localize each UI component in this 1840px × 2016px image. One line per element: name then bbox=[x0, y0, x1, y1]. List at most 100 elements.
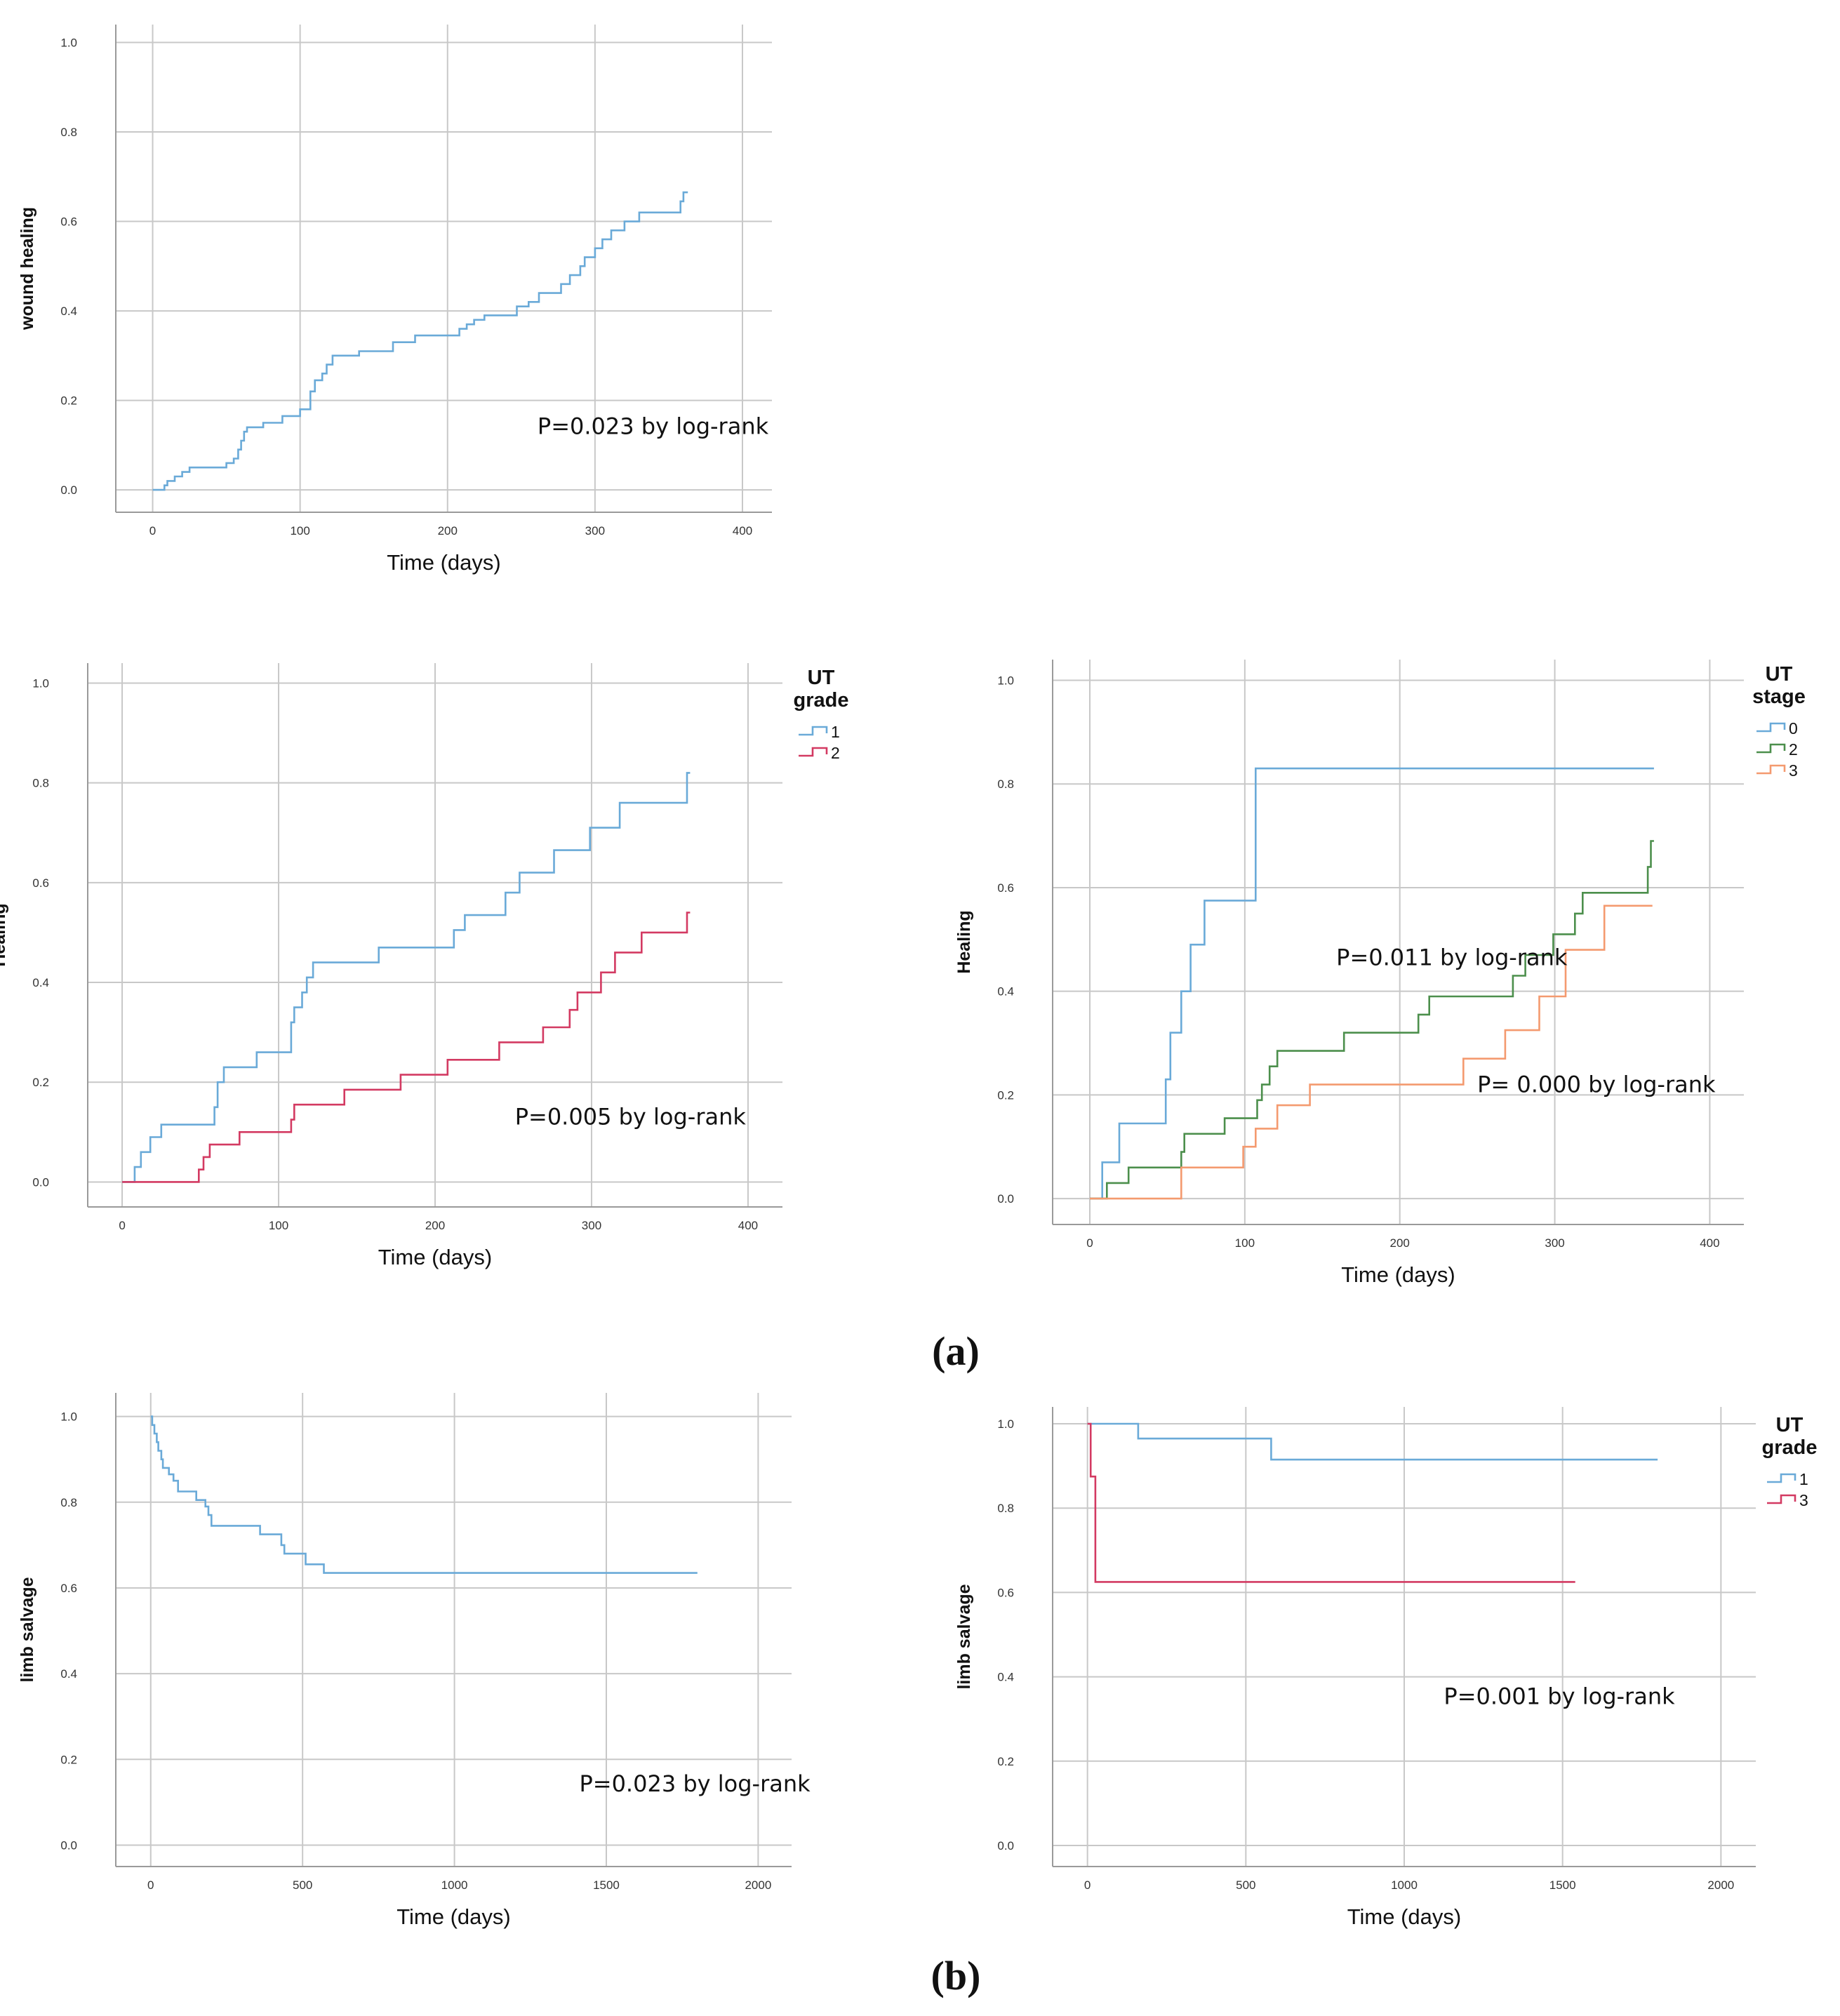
y-axis-title: Healing bbox=[954, 910, 974, 973]
x-tick-label-3: 1500 bbox=[1549, 1878, 1576, 1892]
legend-swatch-3 bbox=[1767, 1494, 1796, 1504]
x-axis-title: Time (days) bbox=[1347, 1904, 1461, 1929]
x-tick-label-4: 2000 bbox=[745, 1878, 771, 1892]
x-tick-label-0: 0 bbox=[1086, 1236, 1093, 1250]
x-tick-label-0: 0 bbox=[149, 524, 156, 538]
series-line-all bbox=[152, 191, 688, 491]
y-tick-label-5: 1.0 bbox=[60, 36, 77, 50]
legend-title-line-1: stage bbox=[1752, 686, 1806, 708]
y-tick-label-4: 0.8 bbox=[997, 1502, 1014, 1515]
x-tick-label-0: 0 bbox=[119, 1219, 125, 1232]
y-tick-label-2: 0.4 bbox=[60, 1667, 77, 1681]
y-tick-label-4: 0.8 bbox=[60, 126, 77, 139]
y-tick-label-0: 0.0 bbox=[997, 1839, 1014, 1853]
legend-title-line-0: UT bbox=[1766, 663, 1793, 686]
x-tick-label-3: 300 bbox=[585, 524, 605, 538]
legend-swatch-2 bbox=[799, 747, 828, 757]
y-tick-label-2: 0.4 bbox=[60, 305, 77, 318]
y-tick-label-1: 0.2 bbox=[997, 1088, 1014, 1102]
legend-title-line-0: UT bbox=[808, 667, 835, 689]
chart-limb-salvage-by-ut-grade: 0 500 1000 1500 2000 0.0 0.2 0.4 0.6 0.8 1.0 Time (… bbox=[954, 1407, 1817, 1929]
y-tick-label-0: 0.0 bbox=[997, 1192, 1014, 1206]
legend-title-line-0: UT bbox=[1776, 1414, 1804, 1436]
legend-swatch-1 bbox=[1767, 1473, 1796, 1483]
series-line-all bbox=[150, 1415, 698, 1574]
series-line-3 bbox=[1090, 904, 1653, 1200]
legend-swatch-2 bbox=[1756, 743, 1786, 754]
series-line-3 bbox=[1087, 1422, 1575, 1583]
y-tick-label-5: 1.0 bbox=[997, 1417, 1014, 1431]
x-tick-label-2: 200 bbox=[1390, 1236, 1410, 1250]
legend-label-1: 1 bbox=[1799, 1470, 1808, 1488]
x-tick-label-3: 1500 bbox=[593, 1878, 620, 1892]
x-tick-label-1: 100 bbox=[1235, 1236, 1255, 1250]
annotation-text-0: P=0.011 by log-rank bbox=[1336, 944, 1568, 971]
x-tick-label-1: 500 bbox=[293, 1878, 312, 1892]
y-axis-title: Healing bbox=[0, 903, 9, 966]
annotation-text-0: P=0.005 by log-rank bbox=[515, 1104, 747, 1130]
x-tick-label-2: 1000 bbox=[1391, 1878, 1418, 1892]
x-tick-label-4: 400 bbox=[733, 524, 752, 538]
x-tick-label-4: 2000 bbox=[1707, 1878, 1734, 1892]
x-tick-label-2: 200 bbox=[438, 524, 458, 538]
y-tick-label-2: 0.4 bbox=[997, 985, 1014, 999]
x-tick-label-0: 0 bbox=[147, 1878, 154, 1892]
annotation-text-0: P=0.023 by log-rank bbox=[579, 1770, 811, 1797]
y-tick-label-3: 0.6 bbox=[997, 881, 1014, 895]
series-line-0 bbox=[1090, 767, 1654, 1200]
panel-label-a: (a) bbox=[932, 1328, 980, 1374]
chart-wound-healing: 0 100 200 300 400 0.0 0.2 0.4 0.6 0.8 1.0 Time (day… bbox=[18, 25, 772, 575]
y-tick-label-4: 0.8 bbox=[32, 777, 49, 790]
y-tick-label-5: 1.0 bbox=[32, 676, 49, 690]
x-tick-label-3: 300 bbox=[1545, 1236, 1564, 1250]
annotation-text-1: P= 0.000 by log-rank bbox=[1477, 1072, 1716, 1098]
chart-limb-salvage: 0 500 1000 1500 2000 0.0 0.2 0.4 0.6 0.8 1.0 Time (… bbox=[18, 1393, 811, 1929]
x-tick-label-0: 0 bbox=[1084, 1878, 1091, 1892]
y-tick-label-1: 0.2 bbox=[60, 394, 77, 408]
y-axis-title: wound healing bbox=[18, 207, 37, 331]
panel-label-b: (b) bbox=[931, 1953, 981, 1998]
y-tick-label-2: 0.4 bbox=[32, 976, 49, 989]
x-axis-title: Time (days) bbox=[1341, 1262, 1455, 1287]
legend-swatch-0 bbox=[1756, 722, 1786, 733]
legend-swatch-1 bbox=[799, 726, 828, 736]
x-axis-title: Time (days) bbox=[396, 1904, 510, 1929]
y-tick-label-0: 0.0 bbox=[60, 483, 77, 497]
chart-healing-by-ut-stage: 0 100 200 300 400 0.0 0.2 0.4 0.6 0.8 1.0 Time (day… bbox=[954, 660, 1806, 1287]
legend-swatch-3 bbox=[1756, 764, 1786, 775]
series-line-1 bbox=[122, 772, 691, 1183]
legend-label-3: 3 bbox=[1799, 1491, 1808, 1509]
y-tick-label-3: 0.6 bbox=[997, 1586, 1014, 1599]
annotation-text-0: P=0.023 by log-rank bbox=[538, 413, 769, 439]
y-tick-label-3: 0.6 bbox=[60, 215, 77, 229]
x-axis-title: Time (days) bbox=[378, 1245, 492, 1269]
legend-label-1: 1 bbox=[831, 723, 840, 741]
x-tick-label-1: 100 bbox=[290, 524, 309, 538]
x-tick-label-2: 1000 bbox=[441, 1878, 468, 1892]
x-axis-title: Time (days) bbox=[387, 550, 500, 575]
x-tick-label-2: 200 bbox=[425, 1219, 445, 1232]
y-tick-label-4: 0.8 bbox=[997, 777, 1014, 791]
x-tick-label-3: 300 bbox=[582, 1219, 601, 1232]
legend-label-3: 3 bbox=[1789, 761, 1798, 780]
y-tick-label-1: 0.2 bbox=[997, 1755, 1014, 1768]
y-tick-label-2: 0.4 bbox=[997, 1671, 1014, 1684]
y-tick-label-3: 0.6 bbox=[60, 1582, 77, 1595]
legend-title-line-1: grade bbox=[794, 689, 849, 712]
y-tick-label-5: 1.0 bbox=[997, 674, 1014, 688]
y-tick-label-1: 0.2 bbox=[60, 1753, 77, 1766]
legend-title-line-1: grade bbox=[1762, 1436, 1818, 1459]
y-tick-label-4: 0.8 bbox=[60, 1496, 77, 1509]
series-line-2 bbox=[1090, 840, 1654, 1200]
y-tick-label-3: 0.6 bbox=[32, 876, 49, 890]
legend-label-0: 0 bbox=[1789, 719, 1798, 737]
legend-label-2: 2 bbox=[831, 744, 840, 762]
legend-label-2: 2 bbox=[1789, 740, 1798, 759]
y-axis-title: limb salvage bbox=[954, 1584, 974, 1689]
y-axis-title: limb salvage bbox=[18, 1577, 37, 1682]
annotation-text-0: P=0.001 by log-rank bbox=[1444, 1683, 1675, 1710]
y-tick-label-0: 0.0 bbox=[32, 1175, 49, 1189]
x-tick-label-4: 400 bbox=[738, 1219, 758, 1232]
